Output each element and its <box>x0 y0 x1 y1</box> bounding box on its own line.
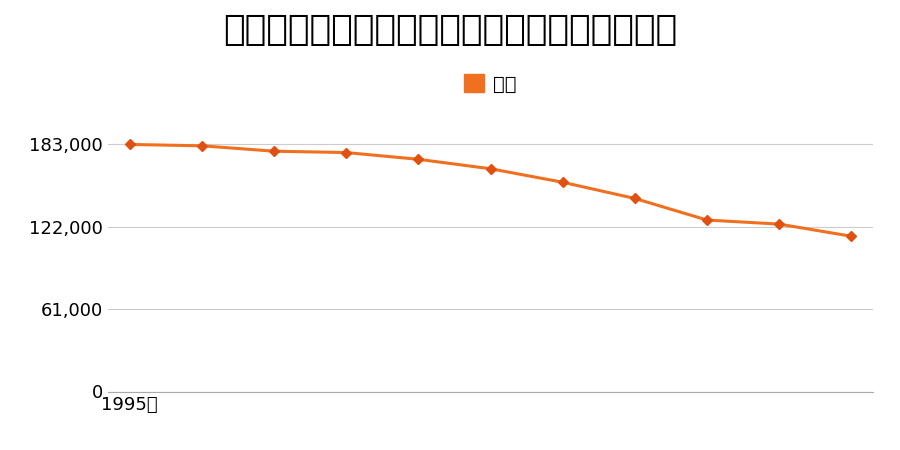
価格 <box>485 166 496 171</box>
価格 <box>557 180 568 185</box>
Text: 神奈川県厚木市鳶尾５丁目２０番８の地価推移: 神奈川県厚木市鳶尾５丁目２０番８の地価推移 <box>223 14 677 48</box>
価格 <box>413 157 424 162</box>
Line: 価格: 価格 <box>126 141 855 240</box>
価格 <box>702 217 713 223</box>
価格 <box>846 234 857 239</box>
価格 <box>774 221 785 227</box>
Legend: 価格: 価格 <box>456 67 525 102</box>
価格 <box>124 142 135 147</box>
価格 <box>268 148 279 154</box>
価格 <box>341 150 352 155</box>
価格 <box>196 143 207 148</box>
価格 <box>629 196 640 201</box>
